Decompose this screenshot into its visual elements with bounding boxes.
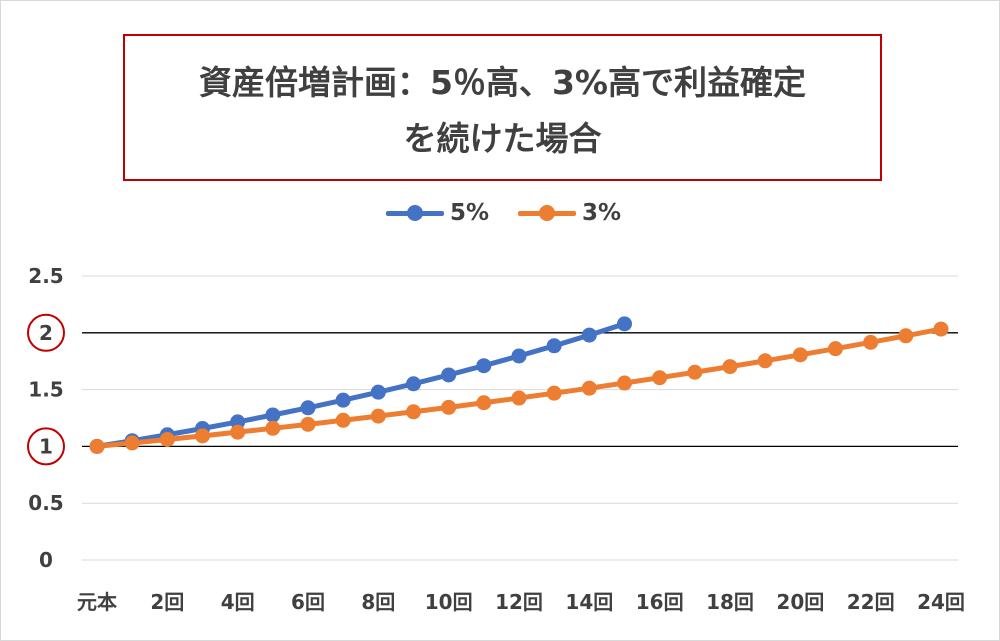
legend: 5% 3%: [0, 198, 1000, 228]
x-tick-label: 2回: [150, 590, 184, 614]
x-tick-label: 18回: [706, 590, 754, 614]
data-point-3pct: [617, 375, 632, 391]
x-tick-label: 12回: [495, 590, 543, 614]
data-point-3pct: [863, 334, 879, 350]
data-point-3pct: [722, 359, 738, 375]
data-point-3pct: [511, 390, 527, 406]
legend-swatch-5pct: [386, 198, 444, 228]
x-tick-label: 10回: [425, 590, 473, 614]
data-point-3pct: [828, 341, 843, 357]
legend-label-3pct: 3%: [582, 200, 622, 226]
data-point-5pct: [546, 338, 562, 354]
legend-swatch-3pct: [518, 198, 576, 228]
data-point-5pct: [511, 348, 527, 364]
data-point-5pct: [406, 376, 421, 392]
data-point-5pct: [265, 407, 281, 423]
series-line-5pct: [94, 321, 627, 449]
data-point-3pct: [195, 428, 210, 444]
x-tick-label: 元本: [77, 590, 117, 614]
x-tick-label: 16回: [636, 590, 684, 614]
x-tick-label: 22回: [847, 590, 895, 614]
data-point-5pct: [300, 400, 316, 416]
data-point-3pct: [757, 353, 773, 369]
data-point-5pct: [617, 316, 632, 332]
data-point-3pct: [124, 435, 140, 451]
x-tick-label: 8回: [361, 590, 395, 614]
x-tick-label: 14回: [565, 590, 613, 614]
legend-label-5pct: 5%: [450, 200, 490, 226]
y-tick-label: 2.5: [28, 264, 63, 288]
data-point-5pct: [370, 384, 386, 400]
chart-title-line-1: 資産倍増計画：5％高、3%高で利益確定: [199, 63, 806, 102]
data-point-3pct: [933, 321, 949, 337]
data-point-3pct: [546, 385, 562, 401]
data-point-3pct: [652, 370, 668, 386]
legend-item-5pct: 5%: [386, 198, 489, 228]
data-point-3pct: [898, 328, 914, 344]
x-tick-label: 6回: [291, 590, 325, 614]
data-point-3pct: [159, 431, 175, 447]
data-point-5pct: [335, 392, 351, 408]
data-point-3pct: [265, 420, 281, 436]
chart-title-line-2: を続けた場合: [403, 119, 602, 158]
data-point-3pct: [792, 347, 808, 363]
data-point-3pct: [441, 399, 457, 415]
data-point-5pct: [441, 367, 457, 383]
chart-title-box: 資産倍増計画：5％高、3%高で利益確定 を続けた場合: [123, 34, 882, 181]
data-point-3pct: [476, 395, 492, 411]
series-line-3pct: [94, 326, 944, 449]
data-point-3pct: [335, 412, 351, 428]
y-tick-highlight-circle: [27, 427, 65, 466]
data-point-3pct: [406, 404, 421, 420]
y-tick-highlight-circle: [27, 313, 65, 352]
y-tick-label: 1.5: [28, 378, 63, 402]
legend-item-3pct: 3%: [518, 198, 621, 228]
y-tick-label: 0: [39, 548, 53, 572]
data-point-3pct: [581, 380, 597, 396]
data-point-3pct: [687, 364, 703, 380]
y-tick-label: 2: [39, 321, 53, 345]
x-tick-label: 4回: [221, 590, 255, 614]
y-tick-label: 1: [39, 434, 53, 458]
data-point-5pct: [476, 358, 492, 374]
x-tick-label: 20回: [776, 590, 824, 614]
x-tick-label: 24回: [917, 590, 965, 614]
y-tick-label: 0.5: [28, 491, 63, 515]
data-point-3pct: [370, 408, 386, 424]
data-point-3pct: [230, 424, 246, 440]
data-point-3pct: [89, 438, 105, 454]
data-point-3pct: [300, 416, 316, 432]
data-point-5pct: [581, 327, 597, 343]
